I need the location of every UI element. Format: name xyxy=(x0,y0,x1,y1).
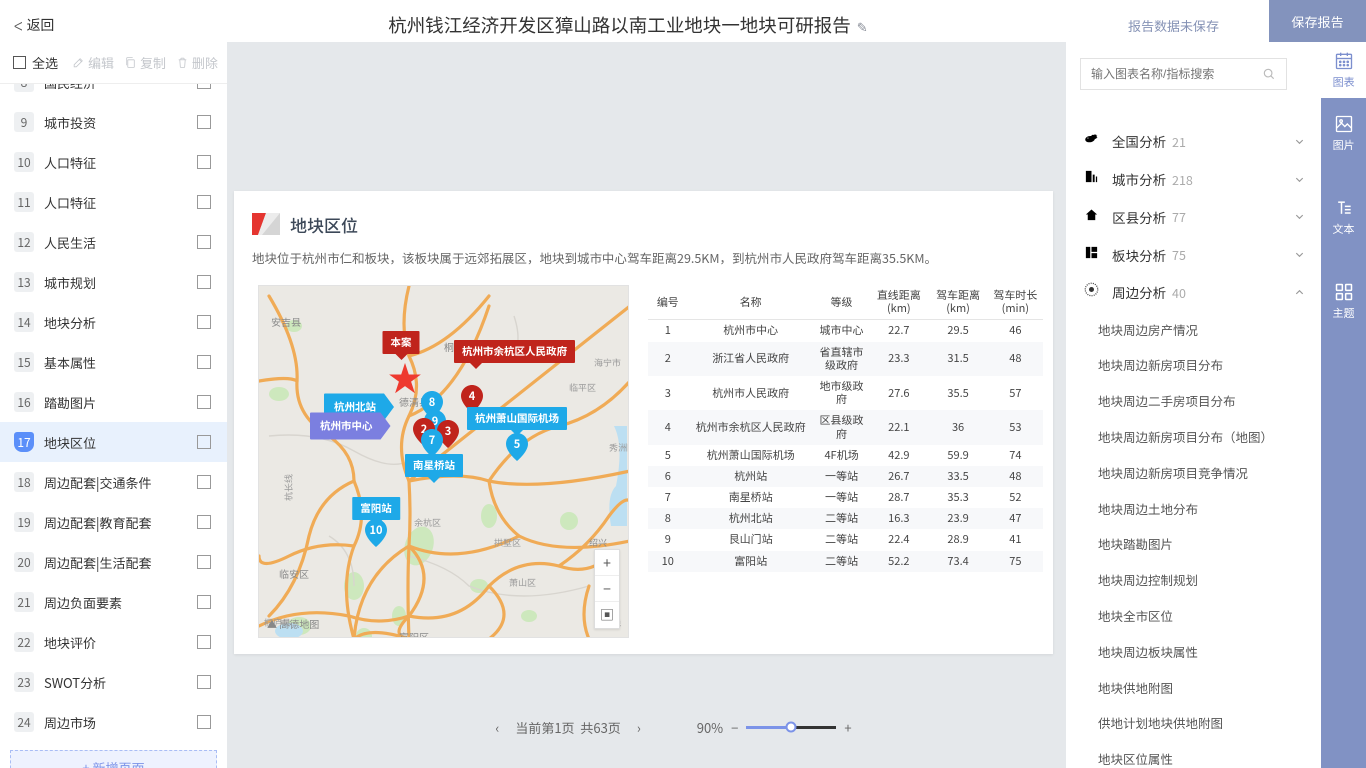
svg-text:临平区: 临平区 xyxy=(569,381,596,394)
svg-text:余杭区: 余杭区 xyxy=(414,516,441,529)
svg-text:临安区: 临安区 xyxy=(279,566,309,581)
svg-text:富阳区: 富阳区 xyxy=(399,629,429,638)
svg-text:海宁市: 海宁市 xyxy=(594,356,621,369)
svg-text:萧山区: 萧山区 xyxy=(509,576,536,589)
svg-text:安吉县: 安吉县 xyxy=(271,314,301,329)
svg-text:拱墅区: 拱墅区 xyxy=(494,536,521,549)
svg-text:秀洲区: 秀洲区 xyxy=(609,441,629,454)
svg-text:杭长线: 杭长线 xyxy=(282,474,295,501)
